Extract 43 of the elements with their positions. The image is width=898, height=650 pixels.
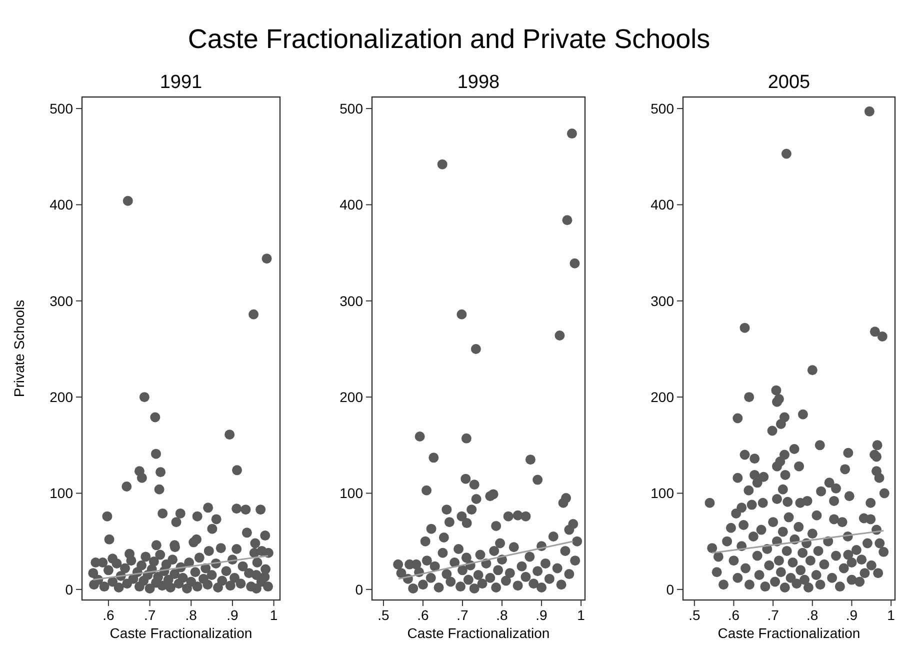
y-tick-label: 100 bbox=[340, 485, 364, 502]
y-tick-label: 300 bbox=[340, 292, 364, 309]
x-tick-label: .5 bbox=[688, 607, 700, 623]
y-tick-label: 500 bbox=[50, 100, 74, 116]
y-tick-label: 400 bbox=[340, 196, 364, 213]
x-axis-title: Caste Fractionalization bbox=[718, 625, 860, 641]
x-tick-label: 1 bbox=[577, 607, 586, 623]
x-axis-title: Caste Fractionalization bbox=[110, 625, 252, 641]
y-axis-title: Private Schools bbox=[11, 300, 27, 398]
text: Caste Fractionalization and Private Schools bbox=[188, 24, 710, 54]
x-tick-label: .9 bbox=[846, 607, 858, 623]
y-tick-label: 500 bbox=[650, 100, 674, 116]
y-tick-label: 0 bbox=[355, 581, 364, 598]
x-tick-label: .7 bbox=[456, 607, 469, 623]
y-tick-label: 400 bbox=[50, 196, 74, 213]
x-tick-label: .9 bbox=[536, 607, 548, 623]
x-tick-label: .6 bbox=[417, 607, 430, 623]
y-tick-label: 500 bbox=[340, 100, 364, 116]
y-tick-label: 300 bbox=[50, 292, 74, 309]
x-tick-label: 1 bbox=[887, 607, 896, 623]
y-tick-label: 0 bbox=[65, 581, 74, 598]
x-tick-label: .8 bbox=[806, 607, 818, 623]
x-tick-label: .9 bbox=[226, 607, 239, 623]
x-tick-label: .5 bbox=[378, 607, 390, 623]
x-tick-label: .7 bbox=[144, 607, 156, 623]
y-tick-label: 300 bbox=[650, 292, 674, 309]
y-tick-label: 200 bbox=[340, 388, 364, 405]
x-axis-title: Caste Fractionalization bbox=[407, 625, 550, 641]
x-tick-label: 1 bbox=[270, 607, 278, 623]
y-tick-label: 200 bbox=[650, 388, 674, 405]
chart-title: 1991 bbox=[160, 72, 202, 93]
x-tick-label: .7 bbox=[767, 607, 780, 623]
y-tick-label: 200 bbox=[50, 388, 74, 405]
chart-title: 2005 bbox=[768, 72, 810, 93]
y-tick-label: 0 bbox=[666, 581, 674, 598]
x-tick-label: .8 bbox=[496, 607, 508, 623]
y-tick-label: 100 bbox=[650, 485, 674, 502]
x-tick-label: .8 bbox=[185, 607, 198, 623]
x-tick-label: .6 bbox=[102, 607, 114, 623]
x-tick-label: .6 bbox=[728, 607, 740, 623]
chart-title: 1998 bbox=[457, 72, 500, 93]
y-tick-label: 400 bbox=[650, 196, 674, 213]
y-tick-label: 100 bbox=[50, 485, 74, 502]
